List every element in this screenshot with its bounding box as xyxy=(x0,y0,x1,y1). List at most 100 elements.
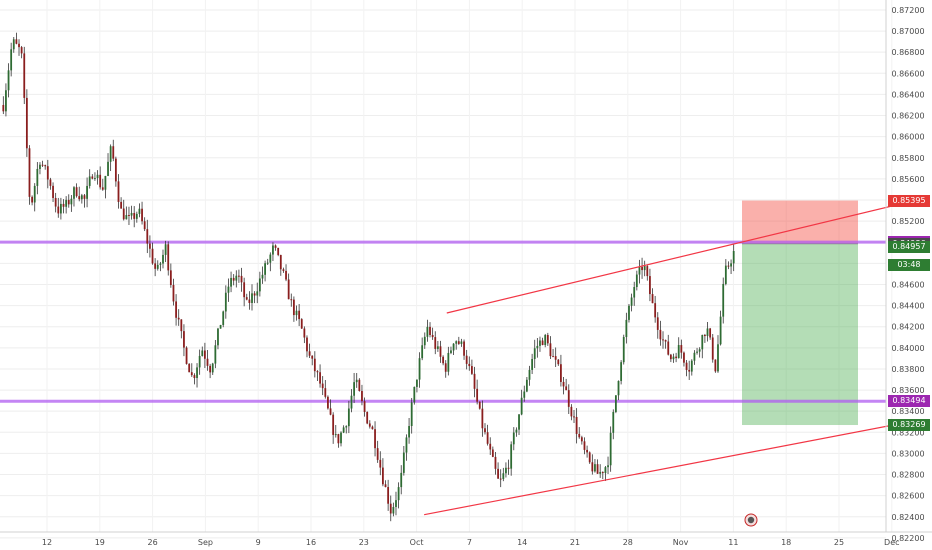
candle-body[interactable] xyxy=(274,245,277,248)
candle-body[interactable] xyxy=(135,213,138,219)
candle-body[interactable] xyxy=(465,355,468,364)
candle-body[interactable] xyxy=(107,161,109,176)
candle-body[interactable] xyxy=(36,168,39,186)
candle-body[interactable] xyxy=(149,243,151,249)
candle-body[interactable] xyxy=(279,254,282,270)
candle-body[interactable] xyxy=(387,487,390,504)
candle-body[interactable] xyxy=(714,359,717,372)
candle-body[interactable] xyxy=(266,262,269,264)
candle-body[interactable] xyxy=(363,401,366,412)
candle-body[interactable] xyxy=(285,270,287,280)
candle-body[interactable] xyxy=(460,341,463,344)
candle-body[interactable] xyxy=(303,328,306,338)
candle-body[interactable] xyxy=(528,369,531,380)
candle-body[interactable] xyxy=(486,432,489,444)
candle-body[interactable] xyxy=(588,452,591,463)
candle-body[interactable] xyxy=(366,411,369,424)
candle-body[interactable] xyxy=(272,245,274,255)
candle-body[interactable] xyxy=(332,414,335,435)
candle-body[interactable] xyxy=(701,334,704,350)
candle-body[interactable] xyxy=(586,449,588,453)
candle-body[interactable] xyxy=(497,468,499,479)
candle-body[interactable] xyxy=(342,427,345,433)
candle-body[interactable] xyxy=(680,345,683,353)
candle-body[interactable] xyxy=(143,221,146,230)
candle-body[interactable] xyxy=(206,358,209,366)
candle-body[interactable] xyxy=(552,356,554,358)
candle-body[interactable] xyxy=(400,472,403,488)
candle-body[interactable] xyxy=(381,467,384,485)
candle-body[interactable] xyxy=(625,319,628,338)
candle-body[interactable] xyxy=(287,279,290,300)
candle-body[interactable] xyxy=(114,158,117,182)
candle-body[interactable] xyxy=(172,285,175,302)
candle-body[interactable] xyxy=(227,286,230,293)
candle-body[interactable] xyxy=(164,244,167,255)
candle-body[interactable] xyxy=(455,341,458,344)
candle-body[interactable] xyxy=(337,434,340,444)
candle-body[interactable] xyxy=(120,201,123,209)
candle-body[interactable] xyxy=(277,247,280,255)
candle-body[interactable] xyxy=(350,395,353,409)
candle-body[interactable] xyxy=(44,165,47,167)
candle-body[interactable] xyxy=(15,39,18,44)
candle-body[interactable] xyxy=(96,174,99,179)
candle-body[interactable] xyxy=(633,287,636,298)
candle-body[interactable] xyxy=(531,359,534,370)
candle-body[interactable] xyxy=(591,462,594,472)
candle-body[interactable] xyxy=(395,500,397,507)
candle-body[interactable] xyxy=(117,181,120,202)
candle-body[interactable] xyxy=(533,348,536,360)
candle-body[interactable] xyxy=(672,356,675,360)
candle-body[interactable] xyxy=(151,248,154,264)
candle-body[interactable] xyxy=(245,297,248,300)
candle-body[interactable] xyxy=(473,373,476,389)
candle-body[interactable] xyxy=(447,352,450,372)
candle-body[interactable] xyxy=(505,467,507,474)
channel-lower-line[interactable] xyxy=(424,423,900,516)
candle-body[interactable] xyxy=(368,423,371,427)
candle-body[interactable] xyxy=(334,434,337,436)
stop-loss-zone[interactable] xyxy=(742,200,858,244)
candle-body[interactable] xyxy=(183,331,185,348)
candle-body[interactable] xyxy=(49,179,52,186)
candle-body[interactable] xyxy=(78,196,81,200)
candle-body[interactable] xyxy=(578,433,581,438)
candle-body[interactable] xyxy=(709,328,712,338)
candle-body[interactable] xyxy=(392,506,395,514)
candle-body[interactable] xyxy=(62,203,65,207)
candle-body[interactable] xyxy=(599,471,602,474)
candle-body[interactable] xyxy=(502,473,505,480)
candle-body[interactable] xyxy=(154,263,157,269)
candle-body[interactable] xyxy=(706,328,709,337)
candle-body[interactable] xyxy=(20,47,23,54)
candle-body[interactable] xyxy=(727,265,730,267)
candle-body[interactable] xyxy=(125,214,128,220)
candle-body[interactable] xyxy=(669,354,672,360)
candle-body[interactable] xyxy=(536,345,539,349)
candle-body[interactable] xyxy=(18,43,20,48)
candle-body[interactable] xyxy=(523,391,526,398)
candle-body[interactable] xyxy=(620,362,623,381)
candle-body[interactable] xyxy=(622,337,625,363)
candle-body[interactable] xyxy=(185,347,188,364)
candle-body[interactable] xyxy=(261,274,264,279)
candle-body[interactable] xyxy=(86,185,88,199)
candle-body[interactable] xyxy=(617,380,620,396)
candle-body[interactable] xyxy=(240,275,243,283)
candle-body[interactable] xyxy=(256,291,259,296)
candle-body[interactable] xyxy=(269,254,272,263)
candle-body[interactable] xyxy=(345,426,348,428)
candle-body[interactable] xyxy=(264,263,266,275)
candle-body[interactable] xyxy=(28,148,31,197)
candle-body[interactable] xyxy=(541,340,544,345)
candle-body[interactable] xyxy=(499,478,502,480)
candle-body[interactable] xyxy=(70,198,73,205)
candle-body[interactable] xyxy=(10,49,13,71)
candle-body[interactable] xyxy=(444,363,447,372)
candle-body[interactable] xyxy=(418,358,421,380)
candle-body[interactable] xyxy=(222,311,225,325)
candle-body[interactable] xyxy=(402,452,405,473)
candle-body[interactable] xyxy=(685,362,688,370)
candle-body[interactable] xyxy=(646,266,649,277)
